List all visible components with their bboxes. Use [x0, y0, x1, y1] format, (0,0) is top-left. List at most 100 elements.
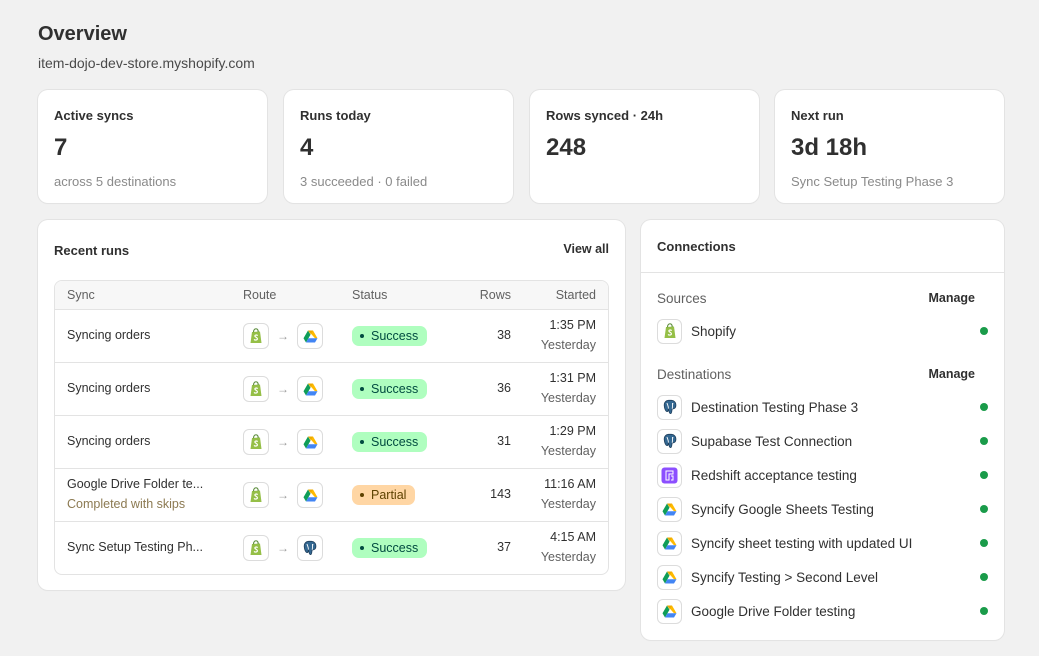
started-time: 1:35 PM [549, 318, 596, 332]
connection-item[interactable]: Destination Testing Phase 3 [657, 394, 988, 420]
connection-item[interactable]: Redshift acceptance testing [657, 462, 988, 488]
google-drive-icon [657, 496, 682, 522]
sources-label: Sources [657, 291, 707, 306]
sync-name[interactable]: Syncing orders [67, 434, 151, 448]
started-day: Yesterday [540, 550, 596, 564]
sync-name[interactable]: Sync Setup Testing Ph... [67, 540, 203, 554]
stat-label: Next run [791, 108, 844, 123]
started-time: 1:29 PM [549, 424, 596, 438]
started-day: Yesterday [540, 497, 596, 511]
column-header-sync: Sync [67, 288, 95, 302]
route: → [243, 535, 323, 561]
google-drive-icon [657, 530, 682, 556]
recent-runs-table: Sync Route Status Rows Started Syncing o… [54, 280, 609, 575]
stat-value: 4 [300, 134, 314, 161]
google-drive-icon [297, 429, 323, 455]
status-dot-icon [360, 546, 364, 550]
route: → [243, 482, 323, 508]
connection-name: Syncify sheet testing with updated UI [691, 535, 913, 551]
connections-title: Connections [657, 239, 736, 254]
manage-sources-button[interactable]: Manage [928, 291, 975, 305]
status-label: Success [371, 435, 419, 449]
table-row[interactable]: Google Drive Folder te... Completed with … [55, 469, 608, 522]
postgres-icon [657, 394, 682, 420]
sync-name[interactable]: Google Drive Folder te... [67, 477, 204, 491]
row-count: 143 [490, 487, 511, 501]
stat-card-rows-synced: Rows synced · 24h 248 [530, 90, 759, 203]
destinations-label: Destinations [657, 367, 732, 382]
status-dot-icon [360, 387, 364, 391]
connection-item[interactable]: Supabase Test Connection [657, 428, 988, 454]
started-day: Yesterday [540, 338, 596, 352]
route: → [243, 376, 323, 402]
stat-value: 7 [54, 134, 68, 161]
google-drive-icon [657, 598, 682, 624]
redshift-icon [657, 462, 682, 488]
connection-item[interactable]: Syncify sheet testing with updated UI [657, 530, 988, 556]
status-badge: Success [352, 326, 428, 346]
shopify-icon [657, 318, 682, 344]
table-row[interactable]: Syncing orders → Success 36 1:31 PM Yesterday [55, 363, 608, 416]
connection-item[interactable]: Google Drive Folder testing [657, 598, 988, 624]
started-time: 11:16 AM [544, 477, 596, 491]
connection-item[interactable]: Syncify Testing > Second Level [657, 564, 988, 590]
connection-item[interactable]: Syncify Google Sheets Testing [657, 496, 988, 522]
shopify-icon [243, 535, 269, 561]
stat-label: Rows synced · 24h [546, 108, 664, 123]
page-title: Overview [38, 23, 127, 45]
manage-destinations-button[interactable]: Manage [928, 367, 975, 381]
connection-name: Destination Testing Phase 3 [691, 399, 859, 415]
status-dot-icon [360, 440, 364, 444]
column-header-route: Route [243, 288, 277, 302]
status-dot-icon [980, 539, 988, 547]
status-badge: Success [352, 538, 428, 558]
view-all-button[interactable]: View all [563, 242, 609, 256]
status-label: Success [371, 329, 419, 343]
google-drive-icon [297, 376, 323, 402]
arrow-right-icon: → [277, 382, 289, 396]
postgres-icon [657, 428, 682, 454]
status-dot-icon [980, 607, 988, 615]
row-count: 37 [497, 540, 511, 554]
started-day: Yesterday [540, 391, 596, 405]
shopify-icon [243, 482, 269, 508]
row-count: 38 [497, 328, 511, 342]
stat-value: 248 [546, 134, 587, 161]
status-label: Success [371, 541, 419, 555]
connection-name: Shopify [691, 323, 737, 339]
row-count: 31 [497, 434, 511, 448]
route: → [243, 429, 323, 455]
connection-item[interactable]: Shopify [657, 318, 988, 344]
status-dot-icon [360, 334, 364, 338]
arrow-right-icon: → [277, 329, 289, 343]
status-label: Success [371, 382, 419, 396]
divider [641, 272, 1004, 273]
connection-name: Syncify Testing > Second Level [691, 569, 878, 585]
status-dot-icon [980, 471, 988, 479]
sync-name[interactable]: Syncing orders [67, 381, 151, 395]
stat-card-active-syncs: Active syncs 7 across 5 destinations [38, 90, 267, 203]
column-header-rows: Rows [479, 288, 511, 302]
stat-card-runs-today: Runs today 4 3 succeeded · 0 failed [284, 90, 513, 203]
stat-subtext: 3 succeeded · 0 failed [300, 174, 428, 189]
table-row[interactable]: Sync Setup Testing Ph... → Success 37 4:15 A… [55, 522, 608, 574]
shopify-icon [243, 376, 269, 402]
table-row[interactable]: Syncing orders → Success 31 1:29 PM Yesterday [55, 416, 608, 469]
status-dot-icon [980, 403, 988, 411]
sync-name[interactable]: Syncing orders [67, 328, 151, 342]
postgres-icon [297, 535, 323, 561]
recent-runs-title: Recent runs [54, 243, 130, 258]
connection-name: Redshift acceptance testing [691, 467, 857, 483]
connections-card: Connections Sources Manage Destinations … [641, 220, 1004, 640]
status-badge: Success [352, 432, 428, 452]
status-badge: Partial [352, 485, 416, 505]
connection-name: Syncify Google Sheets Testing [691, 501, 874, 517]
started-day: Yesterday [540, 444, 596, 458]
stat-label: Runs today [300, 108, 371, 123]
arrow-right-icon: → [277, 488, 289, 502]
shopify-icon [243, 323, 269, 349]
arrow-right-icon: → [277, 435, 289, 449]
google-drive-icon [297, 323, 323, 349]
status-label: Partial [371, 488, 407, 502]
table-row[interactable]: Syncing orders → Success 38 1:35 PM Yesterday [55, 310, 608, 363]
